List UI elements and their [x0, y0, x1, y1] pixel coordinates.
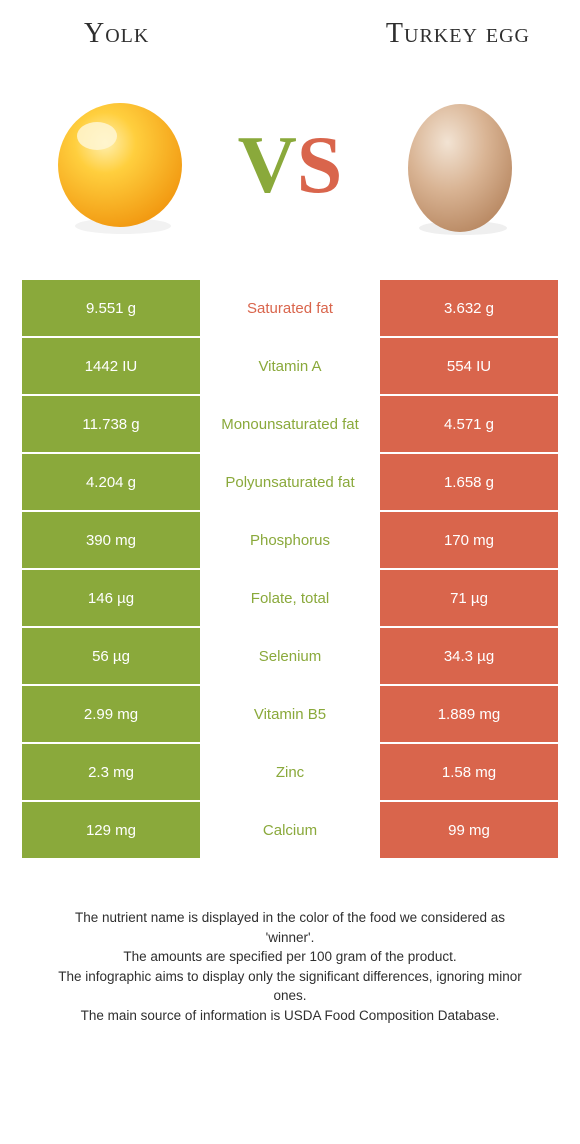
table-row: 56 µgSelenium34.3 µg — [22, 628, 558, 684]
nutrient-label: Calcium — [200, 802, 380, 858]
nutrient-label: Folate, total — [200, 570, 380, 626]
yolk-icon — [40, 90, 200, 240]
value-left: 2.3 mg — [22, 744, 200, 800]
header: Yolk Turkey egg — [22, 18, 558, 56]
value-right: 34.3 µg — [380, 628, 558, 684]
value-right: 4.571 g — [380, 396, 558, 452]
table-row: 9.551 gSaturated fat3.632 g — [22, 280, 558, 336]
title-right: Turkey egg — [386, 18, 530, 50]
nutrient-label: Vitamin B5 — [200, 686, 380, 742]
value-right: 1.58 mg — [380, 744, 558, 800]
value-left: 146 µg — [22, 570, 200, 626]
footer-notes: The nutrient name is displayed in the co… — [22, 860, 558, 1025]
value-left: 9.551 g — [22, 280, 200, 336]
title-left: Yolk — [84, 18, 149, 50]
nutrient-label: Polyunsaturated fat — [200, 454, 380, 510]
value-right: 170 mg — [380, 512, 558, 568]
table-row: 2.3 mgZinc1.58 mg — [22, 744, 558, 800]
nutrient-label: Saturated fat — [200, 280, 380, 336]
table-row: 1442 IUVitamin A554 IU — [22, 338, 558, 394]
nutrient-label: Selenium — [200, 628, 380, 684]
nutrient-table: 9.551 gSaturated fat3.632 g1442 IUVitami… — [22, 280, 558, 858]
value-left: 4.204 g — [22, 454, 200, 510]
vs-label: VS — [238, 124, 343, 206]
footer-line: The nutrient name is displayed in the co… — [50, 908, 530, 947]
value-left: 1442 IU — [22, 338, 200, 394]
footer-line: The main source of information is USDA F… — [50, 1006, 530, 1026]
table-row: 11.738 gMonounsaturated fat4.571 g — [22, 396, 558, 452]
value-right: 99 mg — [380, 802, 558, 858]
vs-v: V — [238, 124, 297, 206]
value-left: 390 mg — [22, 512, 200, 568]
footer-line: The amounts are specified per 100 gram o… — [50, 947, 530, 967]
value-left: 2.99 mg — [22, 686, 200, 742]
nutrient-label: Zinc — [200, 744, 380, 800]
value-right: 1.658 g — [380, 454, 558, 510]
table-row: 4.204 gPolyunsaturated fat1.658 g — [22, 454, 558, 510]
value-left: 129 mg — [22, 802, 200, 858]
table-row: 390 mgPhosphorus170 mg — [22, 512, 558, 568]
nutrient-label: Vitamin A — [200, 338, 380, 394]
table-row: 146 µgFolate, total71 µg — [22, 570, 558, 626]
turkey-egg-icon — [380, 90, 540, 240]
value-right: 71 µg — [380, 570, 558, 626]
table-row: 129 mgCalcium99 mg — [22, 802, 558, 858]
hero-row: VS — [22, 56, 558, 280]
nutrient-label: Phosphorus — [200, 512, 380, 568]
value-left: 56 µg — [22, 628, 200, 684]
table-row: 2.99 mgVitamin B51.889 mg — [22, 686, 558, 742]
nutrient-label: Monounsaturated fat — [200, 396, 380, 452]
vs-s: S — [297, 124, 343, 206]
value-right: 3.632 g — [380, 280, 558, 336]
footer-line: The infographic aims to display only the… — [50, 967, 530, 1006]
value-right: 554 IU — [380, 338, 558, 394]
value-right: 1.889 mg — [380, 686, 558, 742]
value-left: 11.738 g — [22, 396, 200, 452]
